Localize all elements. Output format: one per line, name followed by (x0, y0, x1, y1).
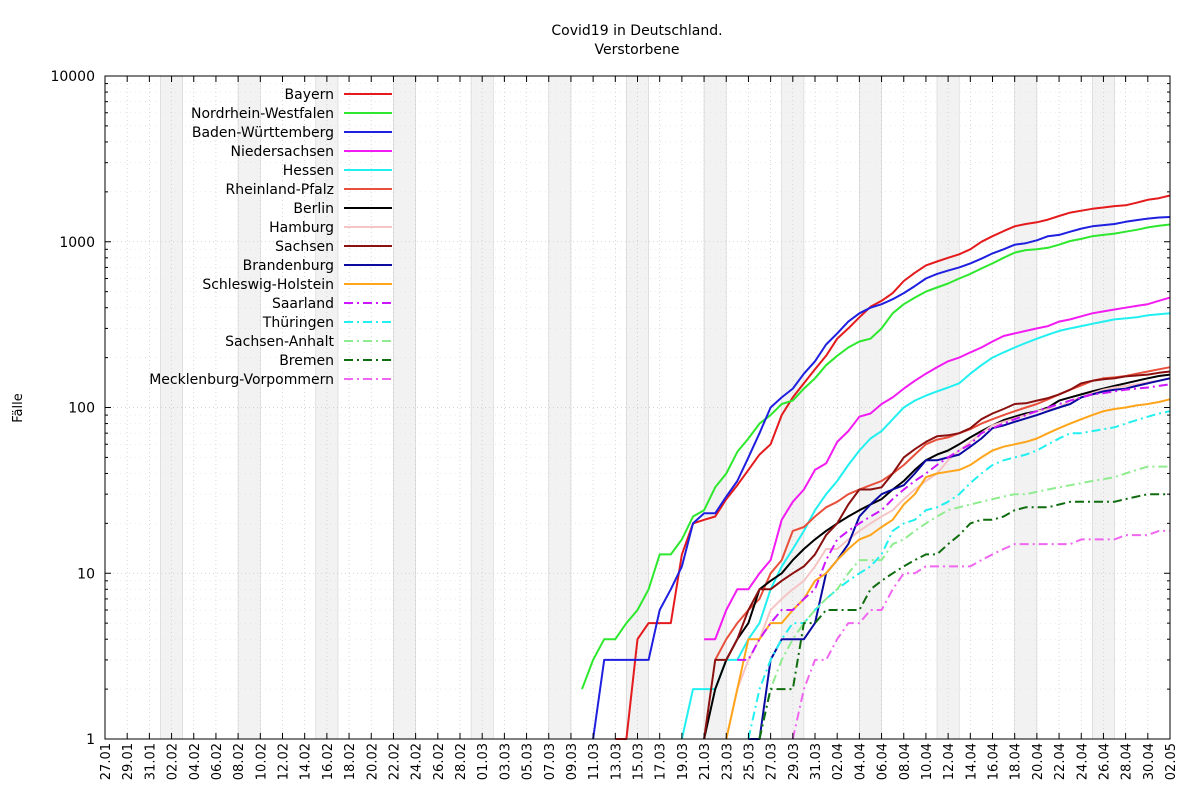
weekend-band (936, 75, 960, 740)
x-tick-label: 02.02 (166, 743, 181, 780)
x-tick-label: 27.03 (765, 743, 780, 780)
x-tick-label: 04.04 (853, 743, 868, 780)
series-line (737, 383, 1171, 661)
x-tick-label: 31.01 (143, 743, 158, 780)
legend-label: Thüringen (262, 315, 334, 331)
weekend-band (1092, 75, 1115, 740)
x-tick-label: 09.03 (565, 743, 580, 780)
x-tick-label: 11.03 (587, 743, 602, 780)
legend-label: Berlin (293, 201, 334, 217)
legend-label: Sachsen (275, 239, 334, 255)
legend-label: Baden-Württemberg (192, 125, 334, 141)
x-tick-label: 05.03 (521, 743, 536, 780)
x-tick-label: 22.04 (1053, 743, 1068, 780)
weekend-shading (160, 75, 1115, 740)
series-line (680, 312, 1171, 740)
series-line (758, 493, 1170, 740)
x-tick-label: 10.02 (254, 743, 269, 780)
series-line (758, 465, 1170, 740)
x-tick-label: 25.03 (742, 743, 757, 780)
series-line (592, 216, 1171, 740)
x-tick-label: 06.02 (210, 743, 225, 780)
series-lines (581, 194, 1171, 740)
series-line (615, 194, 1171, 740)
weekend-band (393, 75, 416, 740)
x-tick-label: 23.03 (720, 743, 735, 780)
x-tick-label: 12.04 (942, 743, 957, 780)
x-tick-label: 28.02 (454, 743, 469, 780)
x-tick-label: 30.04 (1142, 743, 1157, 780)
x-tick-label: 28.04 (1120, 743, 1135, 780)
legend-label: Saarland (272, 296, 334, 312)
legend-label: Bayern (285, 87, 334, 103)
x-tick-label: 12.02 (277, 743, 292, 780)
x-tick-label: 18.04 (1009, 743, 1024, 780)
x-tick-label: 26.02 (432, 743, 447, 780)
x-tick-label: 15.03 (632, 743, 647, 780)
legend-label: Bremen (279, 353, 334, 369)
weekend-band (160, 75, 183, 740)
x-tick-label: 29.03 (787, 743, 802, 780)
legend-label: Nordrhein-Westfalen (191, 106, 334, 122)
y-axis-ticks: 1 10 100 1000 10000 (50, 69, 1170, 748)
series-line (725, 398, 1171, 740)
x-tick-label: 08.02 (232, 743, 247, 780)
y-tick-label: 1 (86, 732, 95, 748)
y-tick-label: 100 (68, 401, 95, 417)
x-tick-label: 27.01 (99, 743, 114, 780)
x-tick-label: 31.03 (809, 743, 824, 780)
chart-subtitle: Verstorbene (595, 42, 680, 58)
series-line (704, 296, 1171, 641)
legend-label: Sachsen-Anhalt (225, 334, 334, 350)
x-tick-label: 01.03 (476, 743, 491, 780)
series-line (725, 377, 1171, 740)
legend: Bayern Nordrhein-Westfalen Baden-Württembe… (149, 87, 392, 388)
x-tick-label: 26.04 (1097, 743, 1112, 780)
x-tick-label: 22.02 (387, 743, 402, 780)
series-line (703, 373, 1171, 740)
y-tick-label: 10 (77, 566, 95, 582)
legend-label: Schleswig-Holstein (202, 277, 334, 293)
legend-label: Mecklenburg-Vorpommern (149, 372, 334, 388)
x-tick-label: 03.03 (498, 743, 513, 780)
series-line (581, 223, 1171, 690)
x-tick-label: 06.04 (876, 743, 891, 780)
x-tick-label: 20.02 (365, 743, 380, 780)
legend-label: Niedersachsen (231, 144, 334, 160)
chart-title: Covid19 in Deutschland. (551, 23, 722, 39)
x-tick-label: 29.01 (121, 743, 136, 780)
x-tick-label: 02.05 (1164, 743, 1179, 780)
y-axis-label: Fälle (11, 393, 26, 422)
x-tick-label: 13.03 (609, 743, 624, 780)
x-tick-label: 17.03 (654, 743, 669, 780)
x-tick-label: 19.03 (676, 743, 691, 780)
y-tick-label: 1000 (59, 235, 95, 251)
x-tick-label: 07.03 (543, 743, 558, 780)
x-tick-label: 21.03 (698, 743, 713, 780)
x-tick-label: 20.04 (1031, 743, 1046, 780)
legend-label: Rheinland-Pfalz (226, 182, 334, 198)
weekend-band (548, 75, 572, 740)
x-tick-label: 14.02 (299, 743, 314, 780)
x-tick-label: 16.04 (987, 743, 1002, 780)
x-tick-label: 16.02 (321, 743, 336, 780)
x-tick-label: 14.04 (964, 743, 979, 780)
x-axis-ticks: 27.01 29.01 31.01 02.02 04.02 06.02 08.02 10.02… (99, 76, 1179, 780)
legend-label: Brandenburg (243, 258, 334, 274)
x-tick-label: 24.02 (410, 743, 425, 780)
x-tick-label: 24.04 (1075, 743, 1090, 780)
x-tick-label: 18.02 (343, 743, 358, 780)
legend-label: Hamburg (269, 220, 334, 236)
x-tick-label: 04.02 (188, 743, 203, 780)
x-tick-label: 08.04 (898, 743, 913, 780)
x-tick-label: 02.04 (831, 743, 846, 780)
series-line (703, 370, 1171, 740)
legend-label: Hessen (283, 163, 334, 179)
y-tick-label: 10000 (50, 69, 95, 85)
x-tick-label: 10.04 (920, 743, 935, 780)
